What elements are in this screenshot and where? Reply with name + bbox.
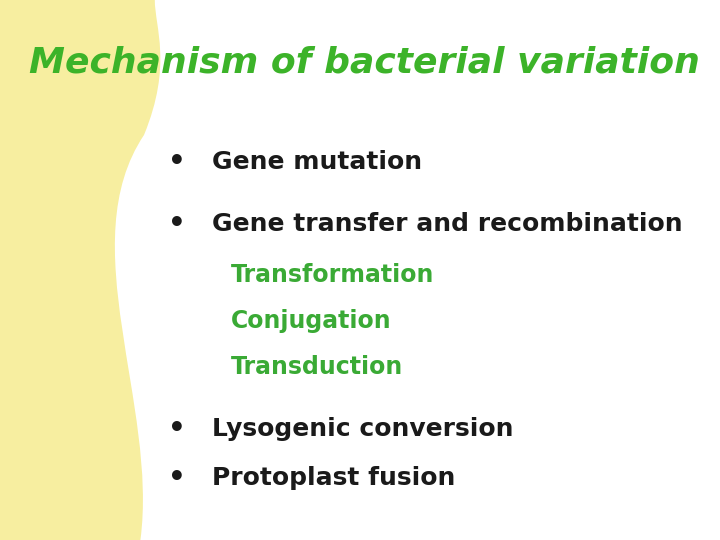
Text: Protoplast fusion: Protoplast fusion: [212, 466, 456, 490]
Text: Gene mutation: Gene mutation: [212, 150, 423, 174]
Text: Gene transfer and recombination: Gene transfer and recombination: [212, 212, 683, 236]
Text: Conjugation: Conjugation: [230, 309, 391, 333]
Text: Transformation: Transformation: [230, 264, 433, 287]
Text: •: •: [168, 210, 185, 238]
PathPatch shape: [0, 0, 161, 540]
Text: Lysogenic conversion: Lysogenic conversion: [212, 417, 514, 441]
Text: •: •: [168, 148, 185, 176]
Text: •: •: [168, 415, 185, 443]
Text: Transduction: Transduction: [230, 355, 402, 379]
Text: •: •: [168, 464, 185, 492]
Text: Mechanism of bacterial variation: Mechanism of bacterial variation: [29, 46, 700, 80]
